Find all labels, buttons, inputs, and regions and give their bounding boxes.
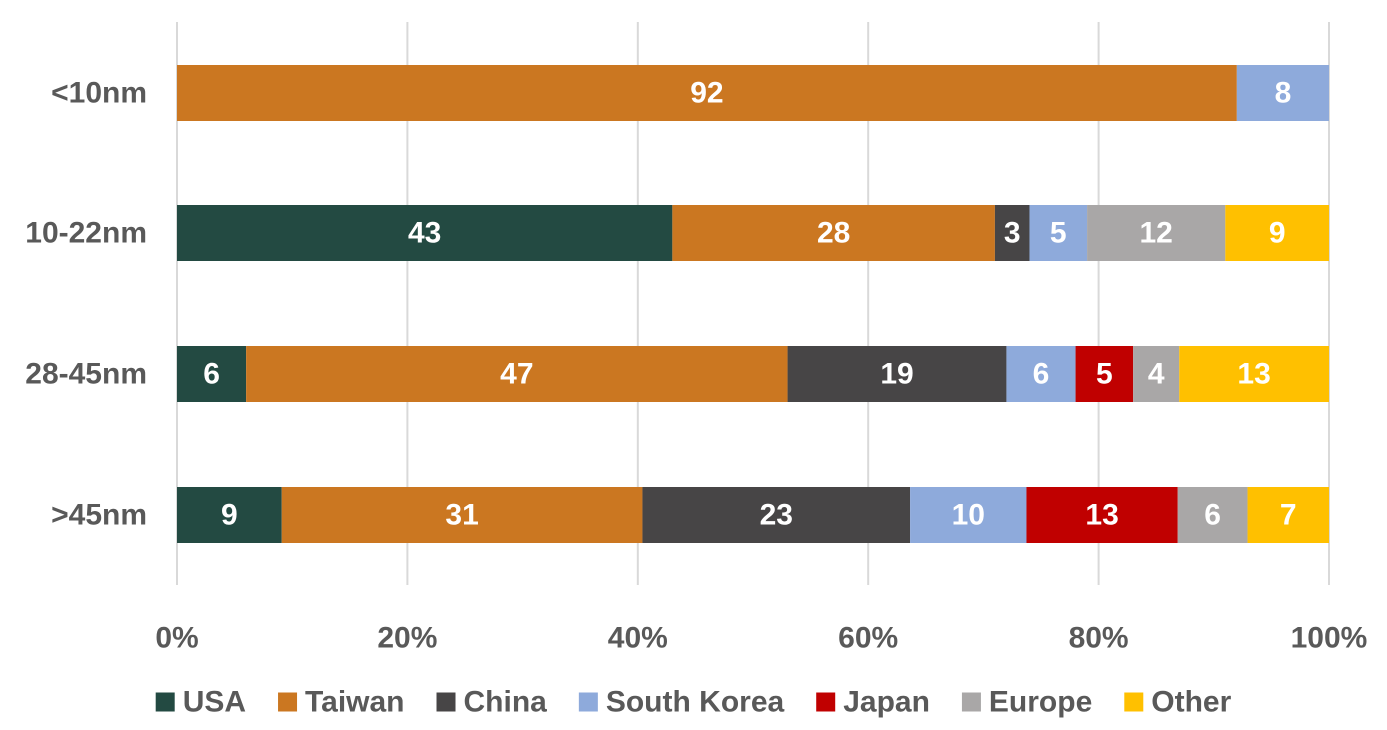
legend-swatch-japan [816,692,836,712]
data-label-other-2: 13 [1237,358,1270,391]
data-label-china-1: 3 [1004,217,1021,250]
legend-label-japan: Japan [843,686,930,719]
data-label-china-2: 19 [880,358,913,391]
data-label-usa-2: 6 [203,358,220,391]
data-label-usa-3: 9 [221,499,238,532]
data-label-south-korea-2: 6 [1033,358,1050,391]
legend-label-europe: Europe [989,686,1092,719]
category-label-2: 28-45nm [25,358,147,391]
legend-item-taiwan: Taiwan [278,686,405,719]
bar-segment-japan-2 [1075,346,1134,402]
legend-label-south-korea: South Korea [606,686,785,719]
legend-item-europe: Europe [961,686,1092,719]
legend-item-china: China [436,686,548,719]
category-label-0: <10nm [51,77,147,110]
data-label-other-3: 7 [1280,499,1297,532]
bar-segment-europe-3 [1177,487,1248,543]
data-label-taiwan-2: 47 [500,358,533,391]
data-label-south-korea-3: 10 [952,499,985,532]
data-label-china-3: 23 [760,499,793,532]
bar-segment-china-2 [787,346,1007,402]
bar-segment-south-korea-0 [1236,65,1329,121]
bars: 92 843 28 3 5 12 96 47 19 6 5 4 139 31 23 10 13 6 7 [177,65,1329,543]
bar-segment-usa-1 [177,205,673,261]
x-tick-label-3: 60% [838,622,898,655]
legend-label-other: Other [1151,686,1231,719]
bar-segment-taiwan-0 [177,65,1237,121]
bar-segment-taiwan-1 [672,205,995,261]
x-tick-label-2: 40% [608,622,668,655]
data-label-taiwan-0: 92 [690,77,723,110]
data-label-taiwan-1: 28 [817,217,850,250]
legend-swatch-south-korea [578,692,598,712]
data-label-other-1: 9 [1269,217,1286,250]
bar-segment-taiwan-3 [281,487,643,543]
bar-segment-china-1 [994,205,1030,261]
legend-label-taiwan: Taiwan [305,686,404,719]
bar-segment-south-korea-3 [910,487,1027,543]
category-label-1: 10-22nm [25,217,147,250]
legend-label-china: China [464,686,548,719]
data-label-south-korea-0: 8 [1275,77,1292,110]
data-label-europe-1: 12 [1140,217,1173,250]
x-tick-label-1: 20% [377,622,437,655]
category-labels: <10nm 10-22nm 28-45nm >45nm [25,77,147,532]
data-label-japan-2: 5 [1096,358,1113,391]
legend-swatch-taiwan [278,692,298,712]
legend-swatch-china [436,692,456,712]
bar-segment-usa-3 [177,487,282,543]
data-label-japan-3: 13 [1085,499,1118,532]
data-label-europe-3: 6 [1204,499,1221,532]
legend-swatch-europe [961,692,981,712]
data-label-taiwan-3: 31 [445,499,478,532]
bar-segment-usa-2 [177,346,247,402]
x-tick-label-4: 80% [1069,622,1129,655]
legend-item-other: Other [1124,686,1232,719]
data-label-usa-1: 43 [408,217,441,250]
legend-item-south-korea: South Korea [578,686,785,719]
bar-segment-other-3 [1247,487,1329,543]
bar-segment-south-korea-2 [1006,346,1076,402]
legend-swatch-usa [155,692,175,712]
bar-segment-other-2 [1179,346,1329,402]
category-label-3: >45nm [51,499,147,532]
bar-segment-other-1 [1225,205,1329,261]
x-tick-label-5: 100% [1291,622,1368,655]
bar-segment-south-korea-1 [1029,205,1088,261]
data-label-south-korea-1: 5 [1050,217,1067,250]
legend: USA Taiwan China South Korea Japan Europe Othe… [155,686,1232,719]
legend-item-japan: Japan [816,686,930,719]
legend-item-usa: USA [155,686,246,719]
bar-segment-japan-3 [1026,487,1178,543]
bar-segment-china-3 [642,487,911,543]
bar-segment-europe-2 [1133,346,1180,402]
bar-segment-taiwan-2 [246,346,788,402]
legend-swatch-other [1124,692,1144,712]
data-label-europe-2: 4 [1148,358,1165,391]
bar-segment-europe-1 [1087,205,1226,261]
x-tick-labels: 0% 20% 40% 60% 80% 100% [155,622,1367,655]
x-tick-label-0: 0% [155,622,198,655]
legend-label-usa: USA [183,686,246,719]
